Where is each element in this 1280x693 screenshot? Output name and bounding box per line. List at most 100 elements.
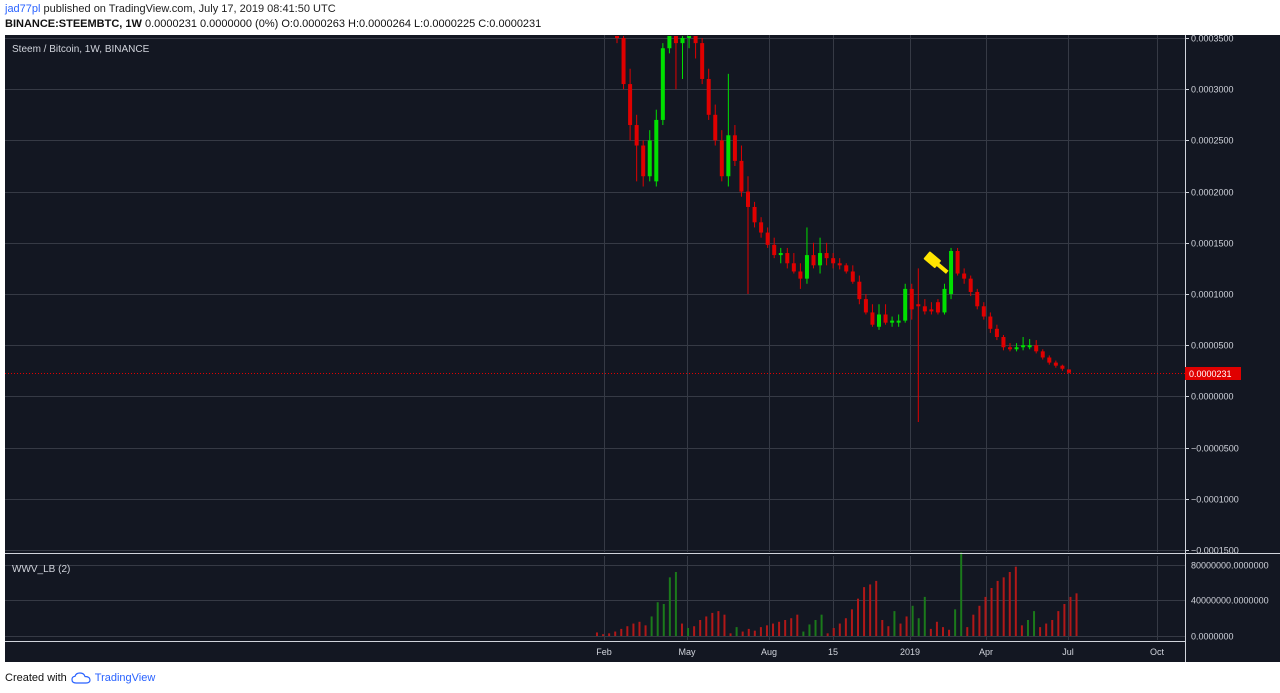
price-tick-label: 0.0000000 (1191, 392, 1234, 402)
axes: 0.0003500 0.0003000 0.0002500 0.0002000 0.00… (5, 34, 1280, 662)
volume-bar (656, 602, 659, 636)
candle-body (693, 36, 698, 44)
volume-bar (863, 587, 866, 636)
symbol-info: BINANCE:STEEMBTC, 1W 0.0000231 0.0000000… (5, 18, 541, 30)
candle-body (1053, 362, 1058, 366)
candle-body (824, 253, 829, 259)
candle-body (837, 263, 842, 266)
volume-bar (705, 616, 708, 636)
candle-body (1008, 347, 1012, 350)
time-tick-label: Oct (1150, 647, 1165, 657)
candle-body (719, 140, 724, 177)
candle-body (778, 253, 783, 256)
volume-bar (1033, 611, 1036, 636)
volume-tick-label: 40000000.0000000 (1191, 596, 1269, 606)
volume-bar (1069, 596, 1072, 636)
volume-bar (638, 621, 641, 636)
candle-body (1014, 347, 1019, 350)
candle-body (962, 273, 967, 279)
volume-bar (699, 620, 702, 636)
price-tick-label: 0.0000500 (1191, 341, 1234, 351)
candle-body (890, 320, 895, 323)
volume-bar (1008, 572, 1011, 636)
volume-bar (796, 614, 799, 636)
candle-body (903, 288, 908, 321)
candle-body (883, 314, 888, 323)
candle-body (818, 253, 823, 266)
candle-body (1040, 351, 1045, 358)
candle-body (929, 309, 934, 312)
volume-bar (723, 614, 726, 636)
volume-bar (735, 627, 738, 636)
volume-bar (869, 584, 872, 636)
candle-body (752, 206, 757, 223)
volume-tick-label: 80000000.0000000 (1191, 561, 1269, 571)
candle-body (634, 125, 639, 146)
volume-bar (772, 623, 775, 636)
candle-body (975, 291, 980, 307)
volume-bar (729, 633, 732, 636)
candle-body (660, 48, 665, 120)
candle-body (621, 38, 626, 85)
candle-body (647, 140, 652, 177)
volume-bar (990, 588, 993, 636)
price-tick-label: 0.0003000 (1191, 85, 1234, 95)
publish-info: jad77pl published on TradingView.com, Ju… (5, 3, 336, 15)
price-tick-label: −0.0001000 (1191, 495, 1239, 505)
candle-body (870, 312, 875, 325)
volume-bar (608, 633, 611, 636)
volume-bar (674, 572, 677, 636)
candle-body (994, 328, 999, 338)
volume-bar (650, 616, 653, 636)
candle-body (857, 281, 862, 300)
candle-body (1047, 357, 1052, 363)
candle-body (863, 299, 868, 313)
chart-legend: Steem / Bitcoin, 1W, BINANCE (12, 44, 150, 55)
time-tick-label: Aug (761, 647, 777, 657)
volume-bar (693, 626, 696, 636)
volume-bar (644, 625, 647, 636)
volume-bar (948, 629, 951, 636)
candle-body (831, 258, 836, 264)
candle-body (916, 304, 921, 307)
candle-body (1001, 337, 1006, 348)
candle-body (772, 244, 777, 256)
volume-bar (832, 628, 835, 636)
symbol-label: BINANCE:STEEMBTC, 1W (5, 18, 142, 30)
candle-body (811, 255, 816, 266)
tradingview-brand-link[interactable]: TradingView (94, 672, 156, 684)
volume-bar (662, 604, 665, 636)
candle-body (667, 36, 672, 49)
volume-bar (935, 621, 938, 636)
author-link[interactable]: jad77pl (5, 3, 41, 15)
candle-body (765, 232, 770, 245)
volume-bar (1020, 625, 1023, 636)
candle-body (739, 160, 744, 192)
candle-body (1021, 345, 1026, 348)
volume-bar (838, 623, 841, 636)
volume-bar (1026, 620, 1029, 636)
volume-bar (1039, 627, 1042, 636)
grid (5, 35, 1185, 640)
volume-bar (759, 627, 762, 636)
volume-bar (620, 628, 623, 636)
time-tick-label: Apr (979, 647, 993, 657)
volume-bar (668, 577, 671, 636)
volume-bar (972, 614, 975, 636)
candle-body (850, 271, 855, 282)
volume-bar (711, 612, 714, 636)
candles (615, 36, 1071, 422)
candle-body (804, 255, 809, 279)
candle-body (726, 135, 731, 177)
candle-body (713, 114, 718, 141)
candle-body (700, 43, 705, 79)
time-tick-label: Feb (596, 647, 612, 657)
volume-bar (923, 596, 926, 636)
candle-body (896, 320, 901, 323)
candle-body (791, 263, 796, 272)
candle-body (942, 288, 947, 313)
volume-bar (857, 598, 860, 636)
volume-bar (778, 621, 781, 636)
volume-bar (954, 609, 957, 636)
